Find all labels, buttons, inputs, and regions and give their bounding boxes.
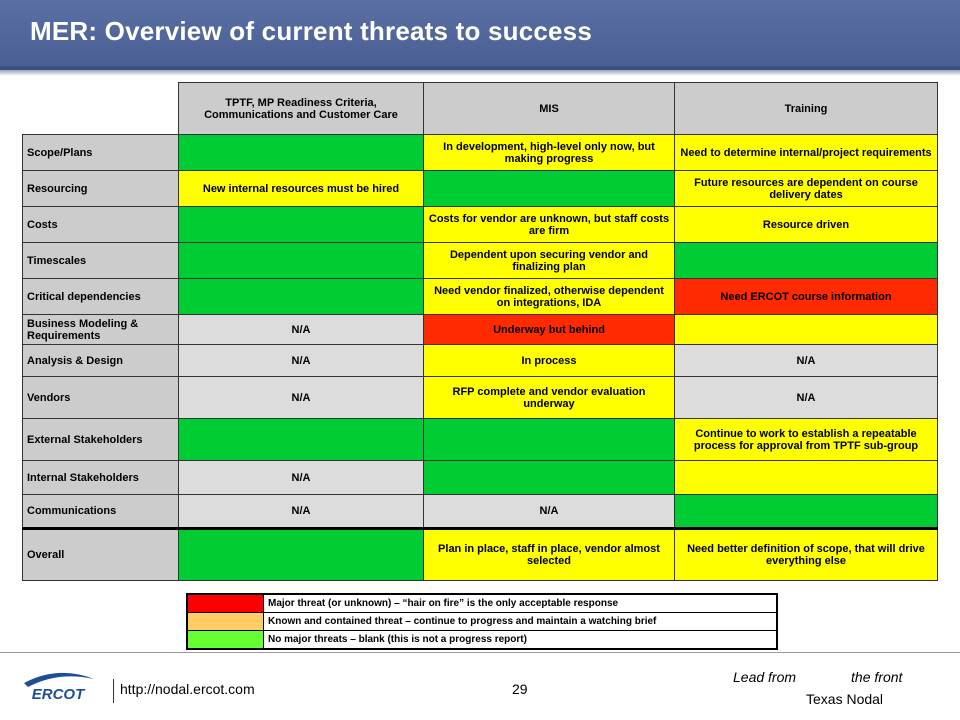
logo-wordmark: ERCOT <box>32 686 86 703</box>
status-cell <box>674 460 938 495</box>
status-cell: Resource driven <box>674 206 938 243</box>
row-label: Communications <box>22 494 179 529</box>
legend-row: Known and contained threat – continue to… <box>186 612 778 631</box>
status-cell: Continue to work to establish a repeatab… <box>674 418 938 461</box>
status-cell: Need better definition of scope, that wi… <box>674 527 938 581</box>
row-label: Analysis & Design <box>22 344 179 377</box>
status-cell: Need to determine internal/project requi… <box>674 134 938 171</box>
status-cell: N/A <box>178 314 424 345</box>
status-cell: Plan in place, staff in place, vendor al… <box>423 527 675 581</box>
status-cell <box>178 206 424 243</box>
status-cell: N/A <box>178 344 424 377</box>
status-cell <box>423 418 675 461</box>
footer-separator <box>113 679 114 703</box>
table-row: Internal Stakeholders N/A <box>22 460 938 495</box>
row-label: Critical dependencies <box>22 278 179 315</box>
legend-row: No major threats – blank (this is not a … <box>186 630 778 650</box>
legend-swatch <box>186 612 264 631</box>
threat-matrix: TPTF, MP Readiness Criteria, Communicati… <box>22 82 938 581</box>
status-cell <box>178 242 424 279</box>
status-cell: N/A <box>674 344 938 377</box>
table-row: Resourcing New internal resources must be… <box>22 170 938 207</box>
row-label: Business Modeling & Requirements <box>22 314 179 345</box>
legend: Major threat (or unknown) – “hair on fir… <box>186 593 778 650</box>
legend-swatch <box>186 630 264 650</box>
table-row: Costs Costs for vendor are unknown, but s… <box>22 206 938 243</box>
status-cell <box>423 460 675 495</box>
status-cell: N/A <box>178 376 424 419</box>
table-row: Vendors N/A RFP complete and vendor evalua… <box>22 376 938 419</box>
row-label: Timescales <box>22 242 179 279</box>
row-label: Internal Stakeholders <box>22 460 179 495</box>
row-label: Costs <box>22 206 179 243</box>
legend-text: Known and contained threat – continue to… <box>263 612 778 631</box>
legend-swatch <box>186 593 264 613</box>
table-row: Analysis & Design N/A In process N/A <box>22 344 938 377</box>
row-label: External Stakeholders <box>22 418 179 461</box>
banner-shadow <box>0 70 960 76</box>
status-cell: Underway but behind <box>423 314 675 345</box>
row-label: Scope/Plans <box>22 134 179 171</box>
status-cell <box>178 134 424 171</box>
status-cell <box>674 314 938 345</box>
header-corner <box>22 82 179 135</box>
tagline-right: the front <box>851 669 903 685</box>
status-cell: Need vendor finalized, otherwise depende… <box>423 278 675 315</box>
title-banner: MER: Overview of current threats to succ… <box>0 0 960 70</box>
legend-row: Major threat (or unknown) – “hair on fir… <box>186 593 778 613</box>
status-cell: New internal resources must be hired <box>178 170 424 207</box>
status-cell <box>423 170 675 207</box>
status-cell: N/A <box>674 376 938 419</box>
status-cell <box>674 242 938 279</box>
status-cell: N/A <box>423 494 675 529</box>
status-cell: Need ERCOT course information <box>674 278 938 315</box>
footer-divider <box>0 652 960 653</box>
column-header-tptf: TPTF, MP Readiness Criteria, Communicati… <box>178 82 424 135</box>
status-cell: Future resources are dependent on course… <box>674 170 938 207</box>
status-cell: In development, high-level only now, but… <box>423 134 675 171</box>
status-cell: N/A <box>178 460 424 495</box>
table-row: Critical dependencies Need vendor finaliz… <box>22 278 938 315</box>
column-header-training: Training <box>674 82 938 135</box>
table-row: Scope/Plans In development, high-level on… <box>22 134 938 171</box>
status-cell: N/A <box>178 494 424 529</box>
table-row: Overall Plan in place, staff in place, ve… <box>22 527 938 581</box>
status-cell: RFP complete and vendor evaluation under… <box>423 376 675 419</box>
footer-url[interactable]: http://nodal.ercot.com <box>120 681 255 697</box>
status-cell <box>178 418 424 461</box>
footer-subtitle: Texas Nodal <box>806 691 884 707</box>
legend-text: No major threats – blank (this is not a … <box>263 630 778 650</box>
status-cell <box>178 278 424 315</box>
legend-text: Major threat (or unknown) – “hair on fir… <box>263 593 778 613</box>
status-cell: Dependent upon securing vendor and final… <box>423 242 675 279</box>
page-number: 29 <box>512 681 528 697</box>
table-row: Timescales Dependent upon securing vendor… <box>22 242 938 279</box>
status-cell <box>178 527 424 581</box>
table-row: Business Modeling & Requirements N/A Under… <box>22 314 938 345</box>
status-cell <box>674 494 938 529</box>
tagline-left: Lead from <box>733 669 797 685</box>
table-row: Communications N/A N/A <box>22 494 938 529</box>
table-row: External Stakeholders Continue to work to… <box>22 418 938 461</box>
row-label: Overall <box>22 527 179 581</box>
row-label: Resourcing <box>22 170 179 207</box>
status-cell: In process <box>423 344 675 377</box>
row-label: Vendors <box>22 376 179 419</box>
column-header-mis: MIS <box>423 82 675 135</box>
footer-tagline: Lead from the front <box>733 669 902 685</box>
ercot-logo: ERCOT <box>24 672 94 703</box>
page-title: MER: Overview of current threats to succ… <box>30 16 593 46</box>
status-cell: Costs for vendor are unknown, but staff … <box>423 206 675 243</box>
